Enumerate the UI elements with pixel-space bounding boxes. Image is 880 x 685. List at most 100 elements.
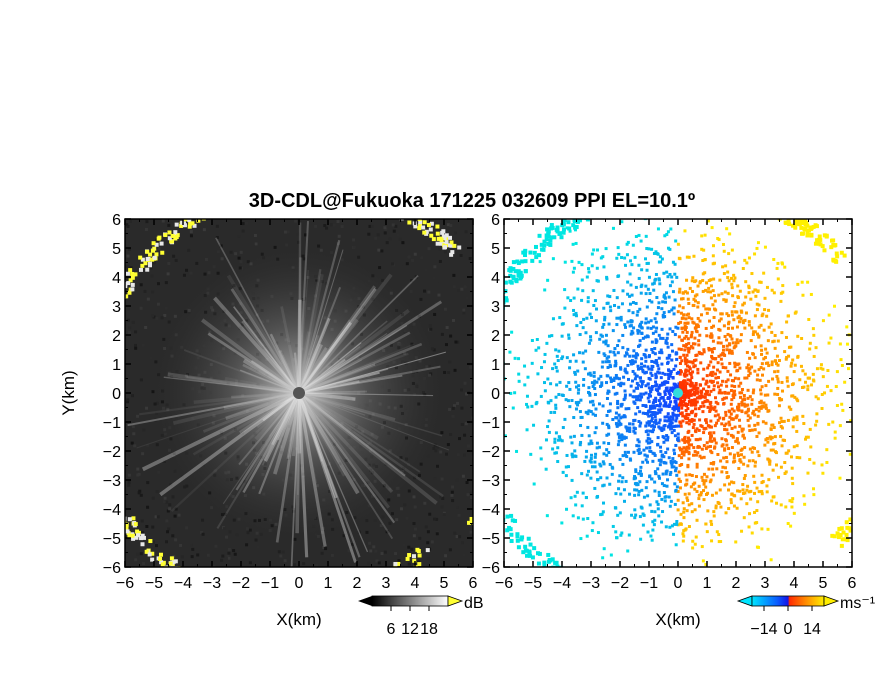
velocity-cell [624, 369, 627, 372]
velocity-cell [750, 366, 753, 369]
noise-speckle [143, 290, 146, 293]
velocity-cell [736, 295, 739, 298]
velocity-cell [678, 291, 681, 294]
snr-ring-echo [161, 562, 165, 566]
velocity-ring-echo [852, 511, 856, 515]
velocity-cell [651, 460, 654, 463]
velocity-cell [655, 500, 658, 503]
noise-speckle [337, 220, 340, 223]
velocity-cell [592, 385, 595, 388]
velocity-cell [753, 370, 756, 373]
snr-ring-echo [160, 251, 164, 255]
velocity-cell [569, 360, 572, 363]
y-tick-label: −3 [103, 473, 121, 490]
velocity-cell [612, 386, 615, 389]
velocity-ring-echo [566, 220, 570, 224]
velocity-cell [644, 285, 647, 288]
noise-speckle [392, 223, 395, 226]
velocity-cell [685, 404, 688, 407]
velocity-cell [682, 404, 685, 407]
velocity-cell [684, 388, 687, 391]
velocity-cell [616, 344, 619, 347]
velocity-cell [748, 512, 751, 515]
velocity-cell [767, 339, 770, 342]
velocity-cell [624, 264, 627, 267]
noise-speckle [424, 268, 427, 271]
velocity-cell [618, 424, 621, 427]
velocity-cell [607, 451, 610, 454]
velocity-cell [765, 484, 768, 487]
velocity-cell [682, 511, 685, 514]
noise-speckle [341, 225, 344, 228]
velocity-cell [675, 543, 678, 546]
velocity-ring-echo [485, 310, 489, 314]
velocity-cell [600, 384, 603, 387]
velocity-cell [665, 525, 668, 528]
snr-ring-echo [407, 221, 411, 225]
velocity-ring-echo [801, 232, 805, 236]
snr-ring-echo [495, 493, 499, 497]
snr-ring-echo [220, 207, 224, 211]
velocity-cell [655, 296, 658, 299]
velocity-cell [753, 492, 756, 495]
velocity-cell [525, 403, 528, 406]
snr-ring-echo [114, 292, 118, 296]
velocity-cell [612, 525, 615, 528]
velocity-cell [704, 486, 707, 489]
noise-speckle [464, 285, 467, 288]
velocity-cell [636, 310, 639, 313]
y-tick-label: −2 [103, 444, 121, 461]
left-xlabel: X(km) [276, 610, 321, 629]
velocity-cell [684, 345, 687, 348]
velocity-cell [579, 424, 582, 427]
velocity-cell [707, 364, 710, 367]
velocity-cell [677, 433, 680, 436]
velocity-ring-echo [548, 573, 552, 577]
velocity-cell [591, 465, 594, 468]
velocity-cell [671, 457, 674, 460]
velocity-cell [694, 327, 697, 330]
noise-speckle [287, 230, 290, 233]
snr-ring-echo [134, 522, 138, 526]
velocity-cell [744, 296, 747, 299]
velocity-cell [558, 435, 561, 438]
velocity-cell [605, 247, 608, 250]
snr-ring-echo [182, 569, 186, 573]
velocity-cell [575, 242, 578, 245]
velocity-cell [673, 312, 676, 315]
velocity-ring-echo [814, 223, 818, 227]
velocity-cell [631, 423, 634, 426]
noise-speckle [157, 515, 160, 518]
velocity-cell [723, 324, 726, 327]
velocity-cell [662, 428, 665, 431]
velocity-cell [823, 391, 826, 394]
x-tick-label: 6 [848, 575, 857, 592]
velocity-cell [747, 363, 750, 366]
noise-speckle [165, 281, 168, 284]
snr-ring-echo [291, 596, 295, 600]
velocity-cell [621, 463, 624, 466]
velocity-cell [771, 340, 774, 343]
velocity-cell [795, 430, 798, 433]
velocity-cell [647, 433, 650, 436]
velocity-cell [834, 437, 837, 440]
x-tick-label: 4 [411, 575, 420, 592]
snr-ring-echo [167, 230, 171, 234]
velocity-cell [564, 261, 567, 264]
snr-ring-echo [154, 252, 158, 256]
noise-speckle [203, 273, 206, 276]
velocity-cell [696, 368, 699, 371]
velocity-cell [587, 391, 590, 394]
snr-ring-echo [372, 586, 376, 590]
velocity-cell [579, 321, 582, 324]
velocity-cell [586, 474, 589, 477]
velocity-cell [727, 447, 730, 450]
velocity-cell [738, 385, 741, 388]
velocity-cell [656, 467, 659, 470]
velocity-ring-echo [856, 501, 860, 505]
velocity-cell [754, 295, 757, 298]
noise-speckle [391, 512, 394, 515]
velocity-cell [658, 477, 661, 480]
velocity-cell [726, 271, 729, 274]
